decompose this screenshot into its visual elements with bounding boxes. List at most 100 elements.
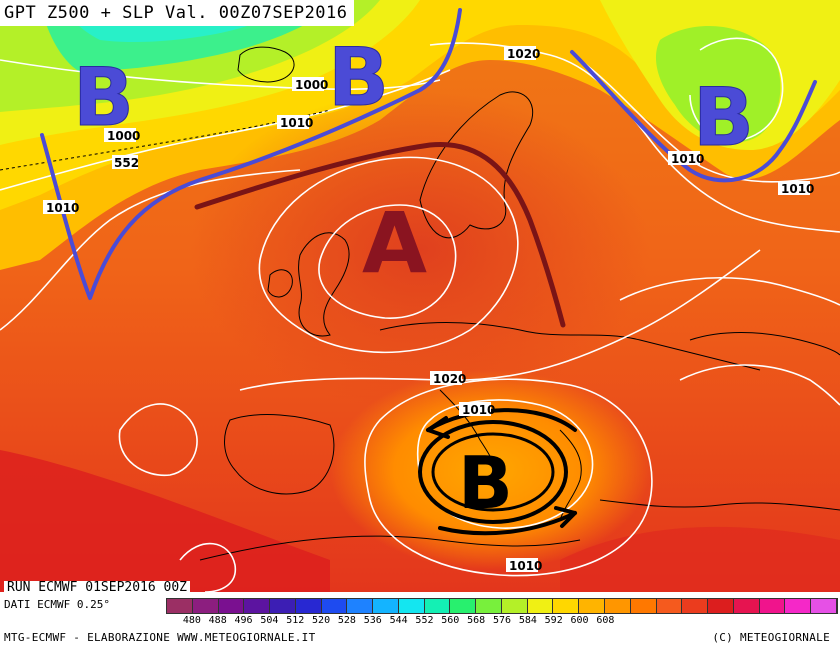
footer-copyright: (C) METEOGIORNALE	[712, 631, 830, 644]
scale-tick-label: 600	[570, 615, 589, 626]
color-swatch	[708, 599, 734, 613]
color-swatch	[733, 599, 760, 613]
low-center-russia: B	[693, 71, 754, 164]
isobar-atlantic-small	[118, 403, 198, 477]
scale-tick-label: 536	[363, 615, 382, 626]
color-swatch	[527, 599, 554, 613]
color-swatch	[656, 599, 683, 613]
color-swatch	[398, 599, 425, 613]
scale-tick-label: 592	[544, 615, 563, 626]
isobar-1020-south	[239, 249, 761, 391]
color-swatch	[553, 599, 580, 613]
coast-north-africa	[199, 535, 581, 561]
low-center-atlantic: B	[73, 51, 134, 144]
isobar-labels: 1000 1000 1010 1010 1020 1010 1010 1020 …	[43, 46, 814, 573]
data-source: DATI ECMWF 0.25°	[4, 598, 110, 611]
color-swatch	[167, 599, 193, 613]
color-swatch	[270, 599, 296, 613]
scale-tick-label: 568	[467, 615, 486, 626]
isobar-1000	[0, 59, 441, 91]
color-swatch	[605, 599, 631, 613]
isobars	[0, 37, 840, 592]
high-core	[190, 90, 650, 410]
arrow-top	[426, 408, 577, 432]
color-swatch	[218, 599, 245, 613]
footer-credits: MTG-ECMWF - ELABORAZIONE WWW.METEOGIORNA…	[4, 631, 316, 644]
color-swatch	[295, 599, 322, 613]
isobar-1015-east	[619, 277, 840, 306]
isobar-label: 552	[114, 156, 139, 170]
isobar-label: 1010	[280, 116, 313, 130]
isobar-label: 1010	[781, 182, 814, 196]
color-swatch	[244, 599, 271, 613]
coast-italy	[439, 389, 497, 486]
low-ring-outer	[418, 420, 568, 524]
band-sw-584	[0, 450, 330, 592]
color-scale	[166, 598, 838, 614]
coast-turkey	[599, 499, 840, 511]
scale-tick-label: 584	[518, 615, 537, 626]
color-swatch	[450, 599, 477, 613]
isobar-label: 1010	[462, 403, 495, 417]
color-swatch	[785, 599, 812, 613]
isobar-label: 1000	[107, 129, 140, 143]
trough-russia	[570, 50, 817, 183]
band-se-584	[560, 526, 840, 592]
color-swatch	[347, 599, 374, 613]
scale-tick-label: 528	[337, 615, 356, 626]
scale-tick-label: 504	[260, 615, 279, 626]
isobar-label: 1010	[46, 201, 79, 215]
scale-tick-label: 520	[312, 615, 331, 626]
coast-scandinavia	[419, 91, 534, 239]
isobar-label: 1010	[509, 559, 542, 573]
color-swatch	[321, 599, 348, 613]
scale-tick-label: 544	[389, 615, 408, 626]
color-swatch	[682, 599, 709, 613]
arrow-bottom	[438, 511, 577, 536]
isobar-1010-west	[0, 169, 301, 331]
circulation-arrows	[418, 408, 577, 536]
high-center: A	[362, 194, 427, 292]
coast-ireland	[267, 269, 293, 298]
low-center-north: B	[328, 31, 389, 124]
color-swatch	[811, 599, 837, 613]
coast-iceland	[237, 46, 295, 83]
color-swatch	[501, 599, 528, 613]
color-scale-ticks: 480 488 496 504 512 520 528 536 544 552 560 568 576 5…	[166, 615, 838, 629]
map-title: GPT Z500 + SLP Val. 00Z07SEP2016	[0, 0, 354, 26]
pressure-letters: B B B A B	[73, 31, 755, 526]
coast-iberia	[224, 414, 335, 495]
scale-tick-label: 576	[492, 615, 512, 626]
isobar-label: 1010	[671, 152, 704, 166]
band-ne-544	[655, 26, 781, 143]
coast-central-europe	[379, 322, 761, 371]
isobar-1015-se	[679, 364, 840, 406]
isobar-1025-high	[318, 204, 457, 319]
scale-tick-label: 480	[182, 615, 201, 626]
low-center-mediterranean: B	[458, 441, 513, 525]
ridge-axis	[194, 141, 566, 328]
isobar-1010-north	[0, 69, 451, 191]
color-swatch	[579, 599, 606, 613]
coast-greece	[559, 429, 582, 521]
scale-tick-label: 488	[208, 615, 227, 626]
contour-552	[0, 109, 331, 171]
scale-tick-label: 608	[596, 615, 615, 626]
isobar-label: 1020	[507, 47, 540, 61]
coast-black-sea	[689, 332, 840, 356]
scale-tick-label: 512	[286, 615, 305, 626]
color-swatch	[192, 599, 219, 613]
color-swatch	[373, 599, 399, 613]
isobar-sw-small	[179, 542, 236, 592]
scale-tick-label: 560	[441, 615, 460, 626]
color-swatch	[424, 599, 451, 613]
color-swatch	[476, 599, 502, 613]
low-ring-inner	[431, 432, 555, 512]
isobar-1010-east	[579, 59, 840, 183]
coastlines	[199, 46, 840, 561]
coast-british-isles	[298, 232, 350, 337]
isobar-1015-med	[364, 378, 653, 577]
color-swatch	[759, 599, 786, 613]
map-canvas: 1000 1000 1010 1010 1020 1010 1010 1020 …	[0, 0, 840, 592]
